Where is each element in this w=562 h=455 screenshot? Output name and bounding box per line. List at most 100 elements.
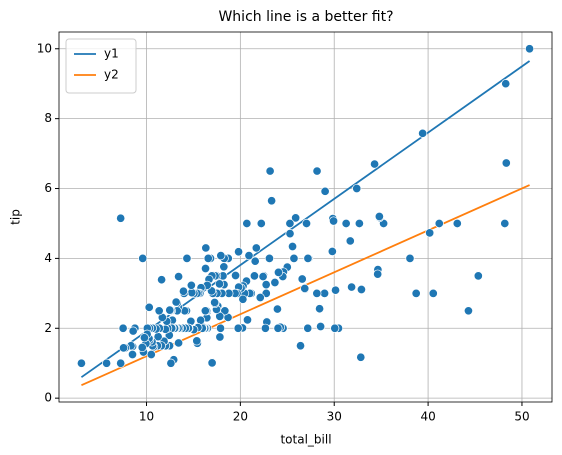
point bbox=[300, 283, 310, 293]
point bbox=[192, 336, 202, 346]
point bbox=[256, 218, 266, 229]
point bbox=[273, 267, 284, 277]
point bbox=[201, 243, 211, 253]
point bbox=[102, 358, 112, 368]
point bbox=[303, 253, 313, 263]
point bbox=[405, 253, 415, 263]
point bbox=[215, 332, 225, 342]
point bbox=[425, 228, 435, 238]
point bbox=[327, 246, 337, 256]
point bbox=[356, 352, 366, 362]
point bbox=[244, 251, 254, 261]
point bbox=[258, 272, 268, 282]
point bbox=[289, 253, 299, 263]
point bbox=[501, 158, 511, 168]
point bbox=[411, 288, 421, 298]
point bbox=[238, 294, 248, 304]
point bbox=[312, 166, 322, 176]
point bbox=[260, 323, 270, 333]
point bbox=[119, 343, 129, 353]
legend-label: y2 bbox=[104, 68, 119, 82]
chart-title: Which line is a better fit? bbox=[218, 9, 393, 25]
point bbox=[210, 297, 220, 307]
point bbox=[297, 274, 307, 284]
point bbox=[166, 358, 176, 368]
point bbox=[287, 241, 298, 252]
point bbox=[303, 323, 313, 333]
point bbox=[273, 323, 283, 333]
point bbox=[249, 271, 259, 281]
point bbox=[214, 279, 225, 289]
point bbox=[116, 213, 126, 223]
point bbox=[118, 323, 128, 333]
point bbox=[242, 218, 252, 229]
point bbox=[352, 183, 362, 194]
point bbox=[434, 218, 444, 229]
x-tick-label: 50 bbox=[514, 410, 529, 424]
point bbox=[137, 342, 147, 353]
point bbox=[330, 285, 341, 295]
y-tick-label: 2 bbox=[44, 321, 52, 335]
point bbox=[207, 358, 217, 368]
point bbox=[285, 218, 295, 229]
point bbox=[157, 275, 167, 285]
legend-label: y1 bbox=[104, 47, 119, 61]
point bbox=[265, 166, 275, 176]
point bbox=[144, 302, 154, 312]
point bbox=[127, 349, 138, 360]
point bbox=[418, 128, 428, 138]
point bbox=[320, 288, 330, 298]
point bbox=[463, 306, 474, 316]
x-tick-label: 20 bbox=[233, 410, 248, 424]
plot-frame bbox=[58, 31, 553, 403]
x-axis-label: total_bill bbox=[280, 433, 331, 447]
y-tick-label: 4 bbox=[44, 251, 52, 265]
point bbox=[500, 218, 510, 229]
point bbox=[347, 282, 357, 292]
point bbox=[250, 256, 260, 266]
point bbox=[178, 286, 189, 296]
x-tick-label: 30 bbox=[327, 410, 342, 424]
point bbox=[146, 349, 156, 360]
point bbox=[356, 284, 366, 295]
point bbox=[154, 306, 164, 316]
point bbox=[267, 196, 277, 206]
point bbox=[320, 186, 330, 196]
point bbox=[242, 315, 253, 325]
point bbox=[316, 321, 326, 332]
x-tick-label: 10 bbox=[139, 410, 154, 424]
point bbox=[182, 253, 192, 263]
point bbox=[312, 288, 322, 298]
point bbox=[186, 280, 196, 290]
point bbox=[171, 297, 181, 307]
point bbox=[473, 271, 483, 281]
point bbox=[76, 358, 86, 368]
point bbox=[138, 253, 148, 263]
point bbox=[261, 280, 271, 290]
point bbox=[354, 218, 364, 229]
point bbox=[216, 251, 226, 261]
point bbox=[203, 253, 213, 263]
point bbox=[165, 305, 175, 315]
y-tick-label: 0 bbox=[44, 391, 52, 405]
point bbox=[341, 218, 351, 229]
point bbox=[501, 79, 511, 89]
point bbox=[295, 341, 306, 351]
point bbox=[370, 159, 380, 169]
point bbox=[219, 262, 229, 272]
point bbox=[139, 333, 149, 343]
point bbox=[525, 44, 535, 54]
point bbox=[174, 338, 184, 348]
point bbox=[301, 218, 312, 229]
point bbox=[373, 269, 383, 279]
point bbox=[272, 304, 282, 314]
point bbox=[231, 270, 241, 281]
point bbox=[330, 323, 340, 333]
point bbox=[345, 236, 355, 246]
point bbox=[291, 213, 301, 223]
legend-box bbox=[65, 38, 137, 94]
point bbox=[233, 323, 243, 333]
point bbox=[270, 277, 280, 288]
point bbox=[200, 263, 211, 274]
point bbox=[234, 247, 244, 257]
